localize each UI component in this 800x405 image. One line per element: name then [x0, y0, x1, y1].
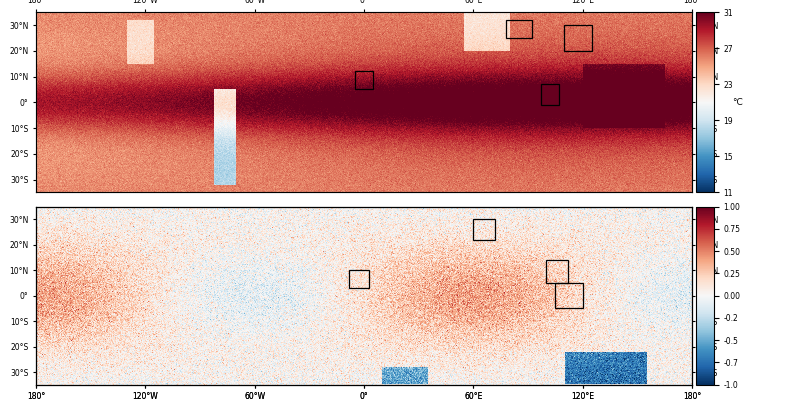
Y-axis label: °C: °C — [732, 98, 742, 107]
Bar — [506, 20, 532, 38]
Bar — [355, 71, 373, 90]
Bar — [546, 260, 568, 283]
Bar — [565, 25, 592, 51]
Bar — [474, 219, 495, 240]
Bar — [555, 283, 582, 308]
Bar — [350, 270, 370, 288]
Bar — [541, 84, 559, 105]
